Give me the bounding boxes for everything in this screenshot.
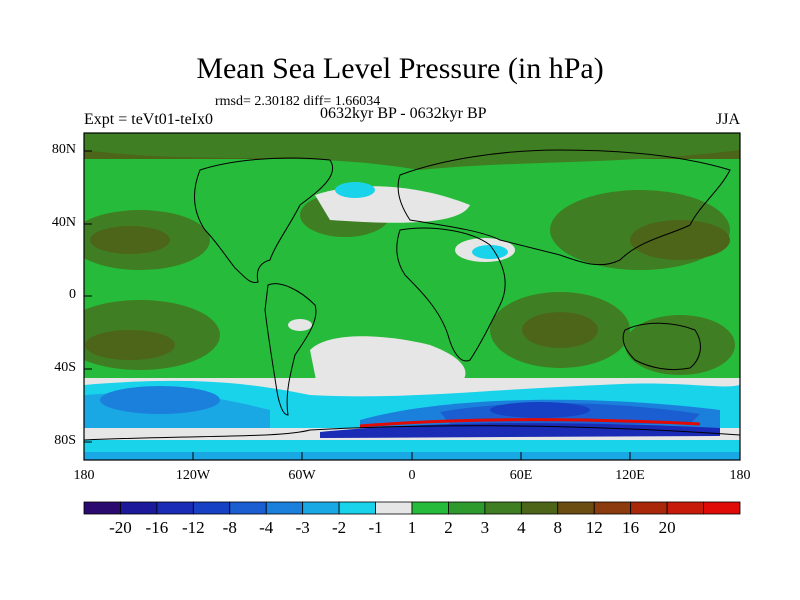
colorbar-label: 1	[407, 518, 417, 537]
colorbar-label: -3	[295, 518, 310, 537]
antarctica-outline	[84, 425, 740, 441]
experiment-label: Expt = teVt01-teIx0	[84, 111, 213, 128]
tick-marks	[83, 150, 741, 460]
lon-tick-label: 60W	[288, 468, 316, 483]
colorbar-swatch	[83, 501, 121, 515]
colorbar-swatch	[192, 501, 231, 515]
colorbar-swatch	[557, 501, 595, 515]
colorbar-label: 4	[517, 518, 526, 537]
colorbar-label: -2	[332, 518, 347, 537]
australia-outline	[622, 322, 701, 371]
colorbar-swatch	[520, 501, 559, 515]
colorbar-swatch	[411, 501, 449, 515]
colorbar	[83, 501, 741, 515]
stats-text: rmsd= 2.30182 diff= 1.66034	[215, 94, 381, 109]
colorbar-label: 8	[553, 518, 563, 537]
lon-tick-label: 180	[73, 468, 95, 483]
period-label: 0632kyr BP - 0632kyr BP	[320, 105, 487, 122]
colorbar-swatch	[156, 501, 194, 515]
colorbar-label: 16	[622, 518, 640, 537]
colorbar-label: 20	[658, 518, 676, 537]
colorbar-label: -4	[259, 518, 274, 537]
colorbar-label: 2	[444, 518, 453, 537]
colorbar-swatch	[302, 501, 340, 515]
colorbar-swatch	[338, 501, 376, 515]
colorbar-swatch	[703, 501, 741, 515]
chart-title: Mean Sea Level Pressure (in hPa)	[196, 52, 604, 85]
colorbar-swatch	[229, 501, 267, 515]
colorbar-label: -8	[222, 518, 237, 537]
colorbar-swatch	[484, 501, 522, 515]
colorbar-label: 12	[585, 518, 603, 537]
lon-tick-label: 0	[408, 468, 416, 483]
colorbar-label: -16	[145, 518, 169, 537]
eurasia-outline	[397, 149, 731, 266]
north-america-outline	[194, 157, 334, 284]
lat-tick-label: 40S	[54, 360, 76, 375]
colorbar-swatch	[593, 501, 632, 515]
lon-tick-label: 60E	[509, 468, 533, 483]
lon-tick-label: 180	[729, 468, 751, 483]
colorbar-label: -20	[109, 518, 132, 537]
south-america-outline	[264, 283, 317, 416]
lat-tick-label: 80N	[51, 142, 76, 157]
lat-tick-label: 80S	[54, 433, 76, 448]
colorbar-swatch	[265, 501, 304, 515]
lon-tick-label: 120W	[175, 468, 211, 483]
lat-tick-label: 0	[69, 287, 76, 302]
colorbar-label: -12	[181, 518, 205, 537]
colorbar-label: -1	[368, 518, 383, 537]
colorbar-swatch	[120, 501, 158, 515]
africa-outline	[396, 227, 506, 362]
colorbar-swatch	[375, 501, 413, 515]
lat-tick-label: 40N	[51, 215, 76, 230]
colorbar-swatch	[666, 501, 704, 515]
colorbar-label: 3	[480, 518, 490, 537]
season-label: JJA	[715, 111, 740, 128]
lon-tick-label: 120E	[615, 468, 645, 483]
colorbar-swatch	[630, 501, 668, 515]
coastlines	[84, 149, 740, 441]
map-field	[84, 133, 740, 460]
colorbar-swatch	[448, 501, 486, 515]
